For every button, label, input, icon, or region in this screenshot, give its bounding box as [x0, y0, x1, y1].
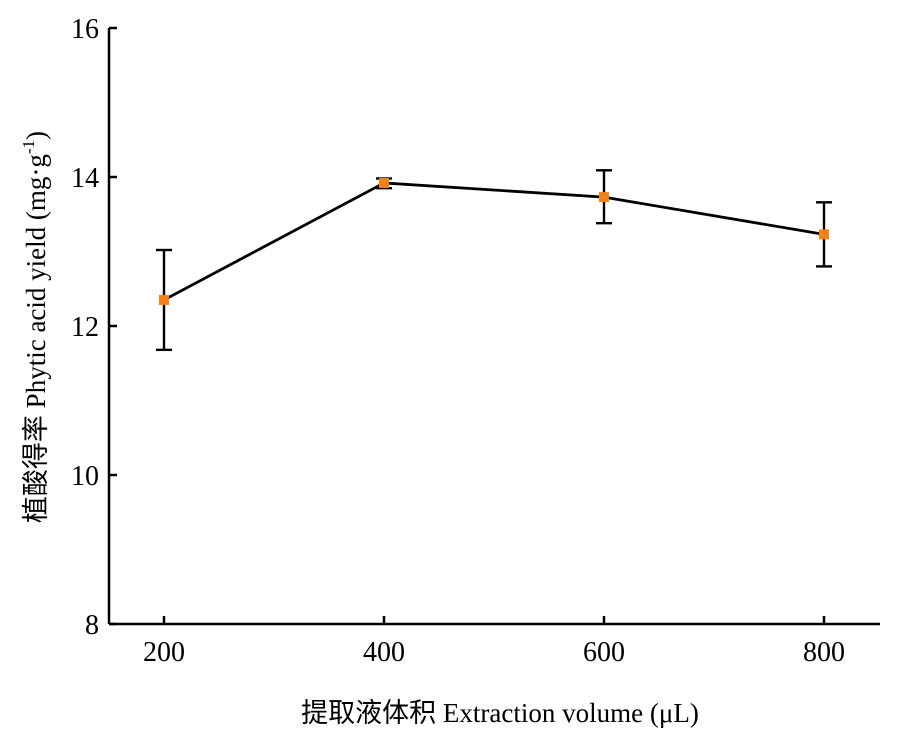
- y-tick-label: 12: [71, 312, 99, 343]
- data-point: [379, 177, 389, 188]
- axes: 8 10 12 14 16 200 400 600 800: [71, 14, 880, 668]
- y-tick-label: 10: [71, 461, 99, 492]
- y-tick-label: 16: [71, 14, 99, 45]
- series-group: [156, 169, 832, 352]
- x-axis-title: 提取液体积 Extraction volume (μL): [301, 698, 699, 728]
- data-point: [819, 229, 829, 240]
- x-tick-label: 800: [803, 637, 845, 668]
- x-tick-label: 400: [363, 637, 405, 668]
- y-tick-label: 8: [85, 610, 99, 641]
- y-tick-label: 14: [71, 163, 99, 194]
- y-axis-title-main: 植酸得率 Phytic acid yield (mg·g: [21, 154, 51, 523]
- data-point: [599, 192, 609, 203]
- series-line: [163, 181, 825, 302]
- y-axis-title-close: ): [21, 131, 51, 140]
- x-tick-label: 600: [583, 637, 625, 668]
- y-axis-title: 植酸得率 Phytic acid yield (mg·g-1): [19, 131, 51, 523]
- data-point: [159, 294, 169, 305]
- x-tick-label: 200: [143, 637, 185, 668]
- y-axis-title-superscript: -1: [19, 140, 38, 154]
